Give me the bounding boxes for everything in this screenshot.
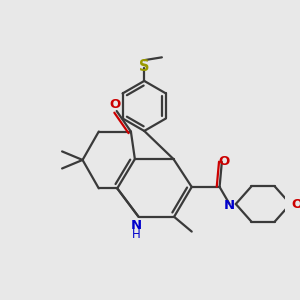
Text: N: N	[131, 219, 142, 232]
Text: N: N	[224, 199, 235, 212]
Text: O: O	[291, 197, 300, 211]
Text: O: O	[110, 98, 121, 111]
Text: H: H	[132, 228, 141, 241]
Text: S: S	[139, 59, 149, 74]
Text: O: O	[218, 155, 230, 168]
